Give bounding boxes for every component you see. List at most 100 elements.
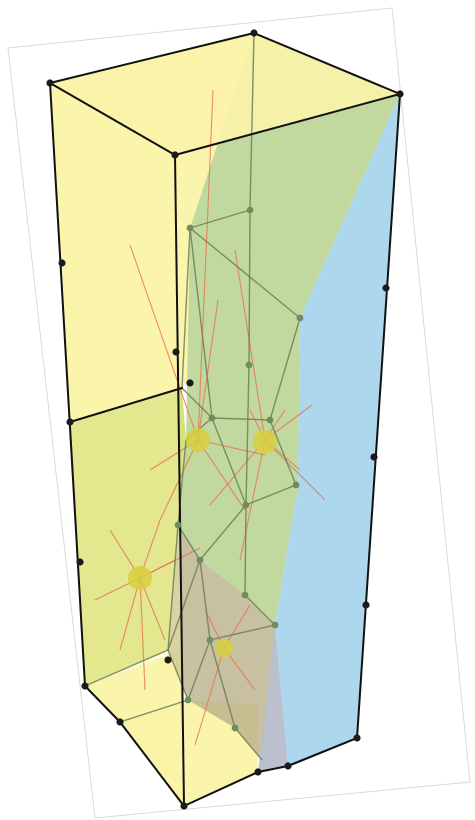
inner-edge: [245, 484, 297, 506]
inner-edge: [199, 504, 247, 561]
outer-edge: [49, 82, 86, 687]
vertex-point: [58, 259, 66, 267]
vertex-point: [186, 379, 194, 387]
vertex-point: [66, 418, 74, 426]
vertex-point: [81, 682, 89, 690]
vertex-point: [254, 768, 262, 776]
site-point: [253, 430, 277, 454]
vertex-point: [245, 361, 253, 369]
site-point: [128, 566, 152, 590]
outer-edge: [253, 32, 401, 95]
vertex-point: [172, 348, 180, 356]
ray-line: [119, 577, 141, 651]
vertex-point: [396, 90, 404, 98]
inner-edge: [269, 317, 301, 421]
inner-edge: [199, 559, 211, 641]
inner-edge: [177, 524, 201, 561]
ray-line: [234, 249, 266, 441]
vertex-point: [296, 314, 304, 322]
inner-edge: [249, 32, 255, 211]
ray-line: [197, 89, 214, 441]
vertex-point: [292, 481, 300, 489]
olive-cell-face: [70, 388, 186, 686]
inner-edge: [209, 639, 236, 729]
inner-edge: [189, 209, 251, 229]
inner-edge: [245, 364, 250, 506]
inner-edge: [211, 417, 247, 506]
outer-edge: [174, 154, 185, 807]
vertex-point: [241, 591, 249, 599]
outer-edge: [356, 93, 401, 739]
ray-line: [129, 244, 199, 441]
ray-line: [139, 577, 146, 691]
vertex-point: [271, 621, 279, 629]
outer-edge: [287, 737, 358, 767]
inner-edge: [167, 559, 201, 651]
vertex-point: [116, 718, 124, 726]
front-yellow-face: [50, 83, 184, 806]
vertex-point: [208, 414, 216, 422]
inner-edge: [167, 649, 189, 701]
vertex-points: [46, 29, 404, 810]
inner-edge: [189, 227, 301, 319]
vertex-point: [186, 224, 194, 232]
inner-edge: [119, 699, 189, 723]
inner-edge: [181, 387, 213, 419]
inner-edge: [84, 649, 169, 687]
vertex-point: [206, 636, 214, 644]
vertex-point: [196, 556, 204, 564]
inner-edge: [248, 209, 251, 366]
vertex-point: [266, 416, 274, 424]
ray-line: [197, 439, 246, 511]
vertex-point: [76, 558, 84, 566]
vertex-point: [250, 29, 258, 37]
vertex-point: [231, 724, 239, 732]
vertex-point: [164, 656, 172, 664]
vertex-point: [171, 151, 179, 159]
vertex-point: [382, 284, 390, 292]
outer-edges: [49, 32, 401, 807]
outer-edge: [257, 765, 289, 773]
site-point: [186, 428, 210, 452]
vertex-point: [174, 521, 182, 529]
ray-line: [264, 439, 326, 501]
inner-edge: [211, 417, 271, 421]
vertex-point: [184, 696, 192, 704]
inner-edge: [244, 594, 276, 626]
outer-edge: [69, 387, 183, 423]
inner-edge: [234, 727, 263, 761]
vertex-point: [353, 734, 361, 742]
grey-cell-face: [258, 625, 288, 772]
ray-line: [239, 439, 266, 561]
site-point: [215, 639, 233, 657]
vertex-point: [242, 501, 250, 509]
vertex-point: [362, 601, 370, 609]
outer-edge: [119, 721, 185, 807]
ray-line: [197, 299, 219, 441]
outer-edge: [183, 771, 259, 807]
inner-edge: [167, 524, 179, 651]
inner-edge: [269, 419, 297, 486]
vertex-point: [180, 802, 188, 810]
vertex-point: [46, 79, 54, 87]
vertex-point: [246, 206, 254, 214]
inner-edge: [189, 227, 213, 419]
outer-edge: [84, 685, 121, 723]
blue-cell-face: [275, 94, 400, 766]
inner-edge: [209, 624, 276, 641]
site-points: [128, 428, 277, 657]
inner-edge: [244, 504, 247, 596]
outer-edge: [49, 82, 176, 156]
yellow-bottom-face-2: [120, 700, 258, 806]
ray-line: [194, 647, 225, 746]
top-face: [50, 33, 400, 155]
vertex-point: [370, 453, 378, 461]
ray-line: [209, 439, 266, 506]
inner-edges: [69, 32, 301, 761]
inner-edge: [187, 639, 211, 701]
outer-edge: [174, 93, 401, 156]
inner-edge: [181, 227, 191, 389]
outer-edge: [49, 32, 255, 84]
